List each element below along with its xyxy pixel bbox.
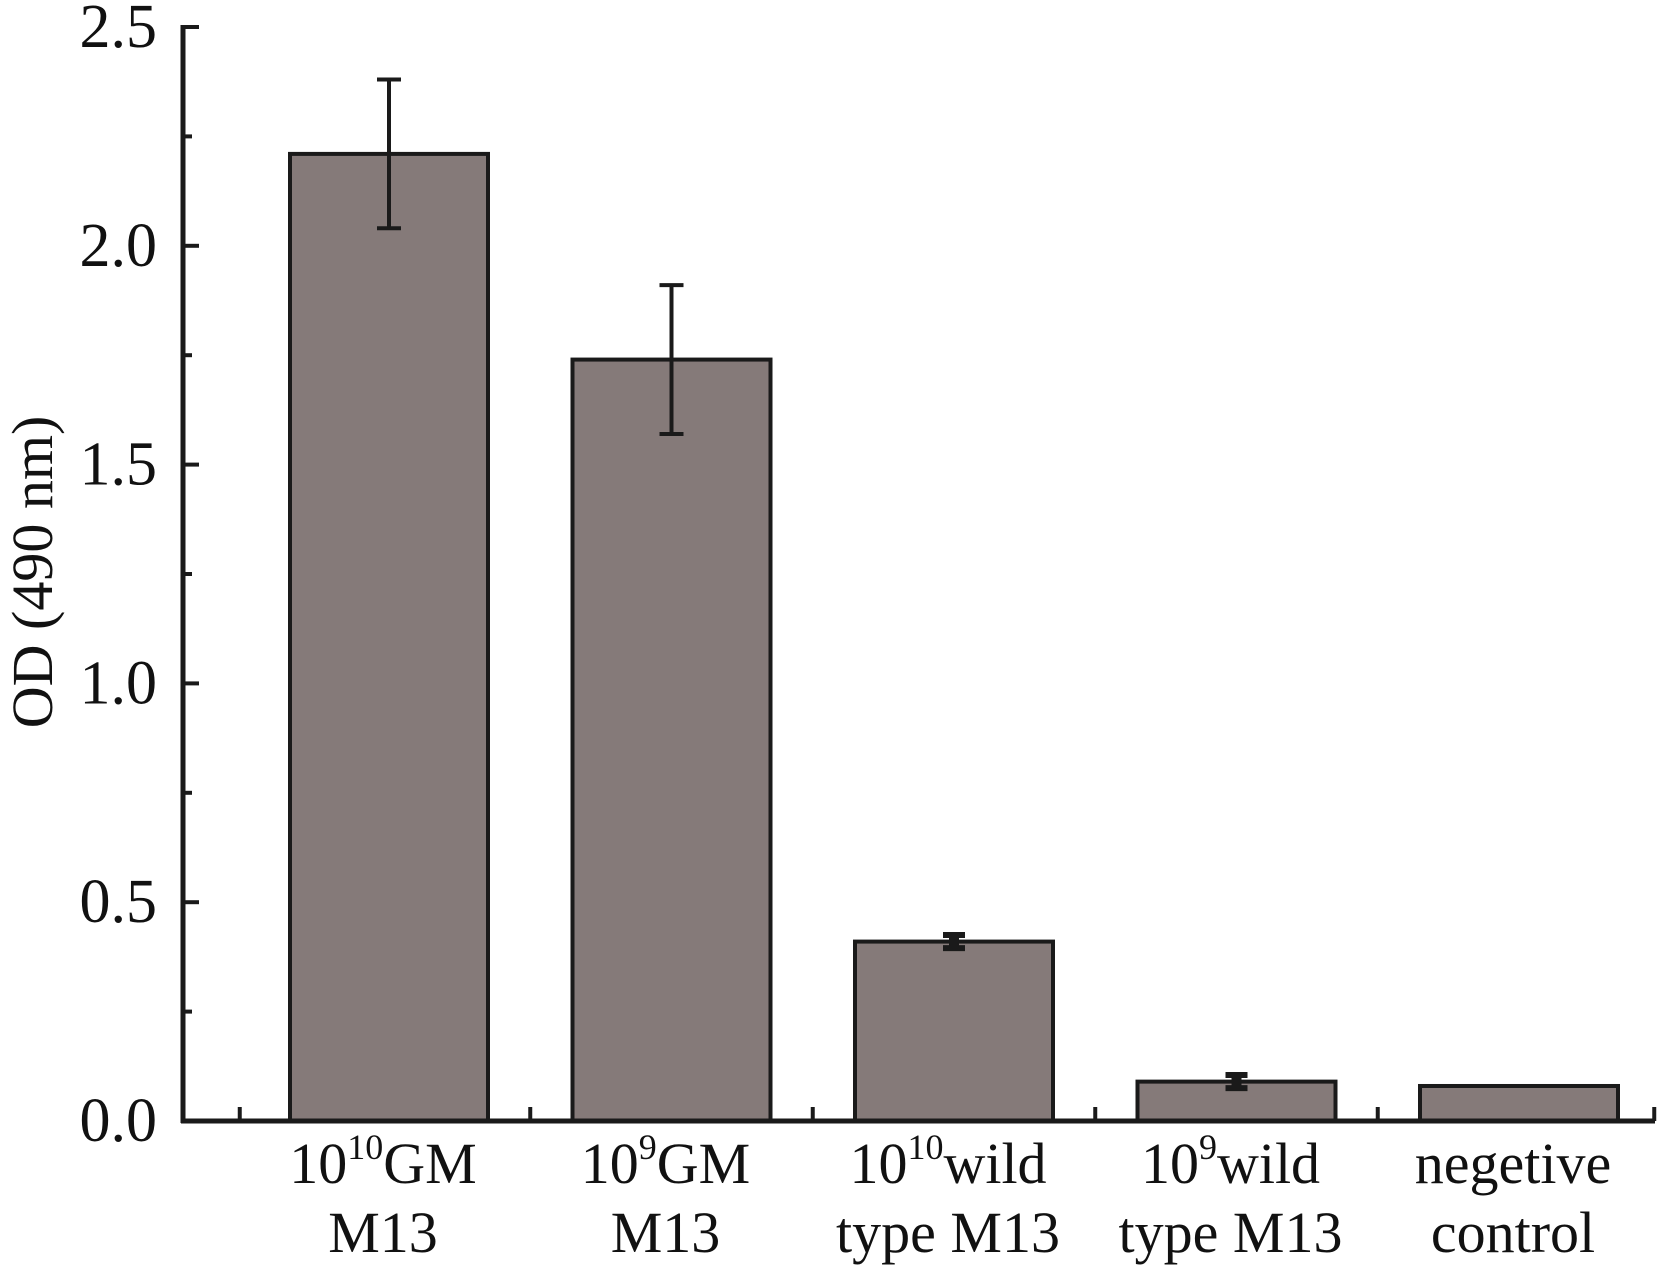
x-category-label-line2: M13 (328, 1200, 438, 1265)
y-tick-label: 0.5 (80, 868, 158, 936)
bar-2 (570, 357, 773, 1123)
bar-5 (1418, 1083, 1620, 1123)
x-category-label-base: 10 (581, 1131, 639, 1196)
bar-1 (288, 151, 490, 1124)
error-bar-1 (377, 77, 401, 231)
x-category-label-line1: 109GM (581, 1127, 750, 1196)
error-bar-2 (659, 283, 684, 436)
x-category-label-exponent: 10 (907, 1127, 943, 1167)
x-category-label-line1: 1010GM (289, 1127, 476, 1196)
x-category-label-line2: type M13 (1119, 1200, 1343, 1265)
x-category-label-line1: 109wild (1141, 1127, 1320, 1196)
x-category-label-line2: control (1431, 1200, 1595, 1265)
x-category-label-base: 10 (849, 1131, 907, 1196)
y-tick-label: 2.5 (80, 0, 158, 61)
x-category-label-exponent: 9 (639, 1127, 657, 1167)
error-bar-3 (943, 932, 965, 952)
y-axis-title: OD (490 nm) (0, 416, 65, 729)
bar-3 (853, 939, 1055, 1123)
x-category-label-exponent: 9 (1199, 1127, 1217, 1167)
x-category-label-tail: wild (1217, 1131, 1320, 1196)
error-bar-4 (1225, 1072, 1248, 1092)
x-category-label-exponent: 10 (347, 1127, 383, 1167)
x-category-label-base: 10 (1141, 1131, 1199, 1196)
x-category-label-tail: GM (657, 1131, 750, 1196)
y-tick-label: 2.0 (80, 212, 158, 280)
x-category-label-line2: type M13 (836, 1200, 1060, 1265)
x-category-label-tail: GM (383, 1131, 476, 1196)
x-category-label-line1: 1010wild (849, 1127, 1046, 1196)
y-tick-label: 0.0 (80, 1087, 158, 1155)
x-category-label-line2: M13 (611, 1200, 721, 1265)
x-category-label-line1: negetive (1415, 1131, 1611, 1196)
x-category-label-base: negetive (1415, 1131, 1611, 1196)
y-tick-label: 1.0 (80, 649, 158, 717)
x-category-label-tail: wild (943, 1131, 1046, 1196)
x-category-label-base: 10 (289, 1131, 347, 1196)
y-tick-label: 1.5 (80, 431, 158, 499)
